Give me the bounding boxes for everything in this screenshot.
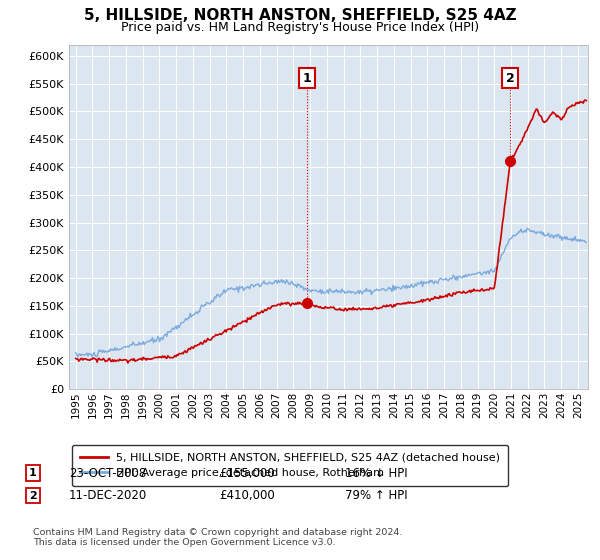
Text: 11-DEC-2020: 11-DEC-2020 (69, 489, 147, 502)
Text: £155,000: £155,000 (219, 466, 275, 480)
Text: Price paid vs. HM Land Registry's House Price Index (HPI): Price paid vs. HM Land Registry's House … (121, 21, 479, 34)
Text: 2: 2 (29, 491, 37, 501)
Text: 23-OCT-2008: 23-OCT-2008 (69, 466, 146, 480)
Text: 2: 2 (506, 72, 515, 85)
Text: £410,000: £410,000 (219, 489, 275, 502)
Text: 79% ↑ HPI: 79% ↑ HPI (345, 489, 407, 502)
Text: Contains HM Land Registry data © Crown copyright and database right 2024.
This d: Contains HM Land Registry data © Crown c… (33, 528, 403, 547)
Text: 1: 1 (302, 72, 311, 85)
Text: 1: 1 (29, 468, 37, 478)
Text: 16% ↓ HPI: 16% ↓ HPI (345, 466, 407, 480)
Legend: 5, HILLSIDE, NORTH ANSTON, SHEFFIELD, S25 4AZ (detached house), HPI: Average pri: 5, HILLSIDE, NORTH ANSTON, SHEFFIELD, S2… (72, 445, 508, 486)
Text: 5, HILLSIDE, NORTH ANSTON, SHEFFIELD, S25 4AZ: 5, HILLSIDE, NORTH ANSTON, SHEFFIELD, S2… (83, 8, 517, 24)
